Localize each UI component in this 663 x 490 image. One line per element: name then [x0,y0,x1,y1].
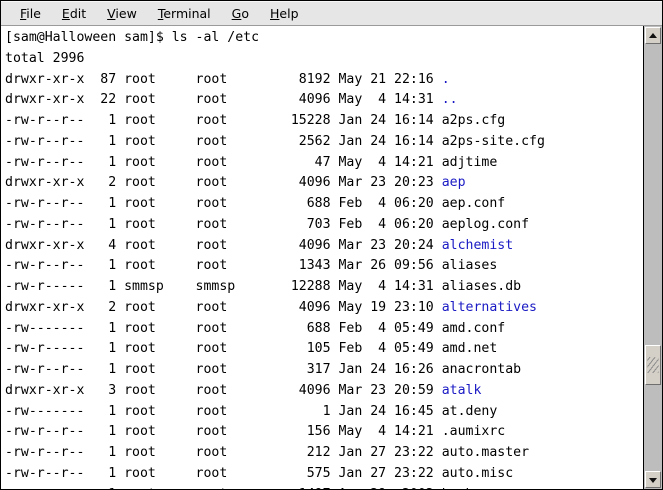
file-name: .. [441,92,458,108]
file-name: aep.conf [441,196,506,211]
menu-item-go[interactable]: Go [231,5,249,21]
file-row: -rw-r----- 1 smmsp smmsp 12288 May 4 14:… [5,279,522,294]
menu-item-view[interactable]: View [107,5,137,21]
file-name: amd.net [441,341,498,357]
file-row: drwxr-xr-x 22 root root 4096 May 4 14:31… [5,92,458,108]
file-row: -rw-r--r-- 1 root root 703 Feb 4 06:20 a… [5,216,530,232]
file-name: aliases [441,258,498,274]
file-name: aep [441,175,466,191]
terminal-screen[interactable]: [sam@Halloween sam]$ ls -al /etc total 29… [1,26,643,489]
file-row: -rw-r----- 1 root root 105 Feb 4 05:49 a… [5,341,498,357]
scrollbar-track[interactable] [645,45,661,470]
menu-mnemonic: H [270,5,280,21]
file-row: -rw-r--r-- 1 root root 575 Jan 27 23:22 … [5,465,514,481]
file-name: adjtime [441,154,498,170]
file-name: auto.master [441,445,530,460]
menu-bar: File Edit View Terminal Go Help [1,1,662,26]
total-line: total 2996 [5,50,85,66]
menu-mnemonic: V [107,5,116,21]
file-name: . [441,71,450,87]
terminal-scrollbar[interactable] [643,26,662,489]
file-row: drwxr-xr-x 2 root root 4096 Mar 23 20:23… [5,175,466,191]
file-row: -rw-r--r-- 1 root root 1497 Aug 29 2002 … [5,485,643,490]
file-name: .aumixrc [441,424,506,440]
menu-item-terminal[interactable]: Terminal [157,5,211,21]
scrollbar-thumb[interactable] [645,345,661,386]
menu-mnemonic: E [61,5,70,21]
file-row: drwxr-xr-x 4 root root 4096 Mar 23 20:24… [5,237,514,253]
file-row: -rw-r--r-- 1 root root 15228 Jan 24 16:1… [5,113,506,128]
file-name: bashrc [442,487,490,490]
file-row: drwxr-xr-x 2 root root 4096 May 19 23:10… [5,299,537,315]
file-row: -rw------- 1 root root 1 Jan 24 16:45 at… [5,403,498,419]
file-row: -rw-r--r-- 1 root root 47 May 4 14:21 ad… [5,154,498,170]
menu-mnemonic: G [231,5,242,21]
grip-lines-icon [647,357,659,374]
prompt-line: [sam@Halloween sam]$ ls -al /etc [5,30,260,45]
file-name: atalk [441,382,482,398]
file-name: aeplog.conf [441,216,530,232]
file-row: drwxr-xr-x 87 root root 8192 May 21 22:1… [5,71,450,87]
file-row: -rw-r--r-- 1 root root 317 Jan 24 16:26 … [5,362,522,377]
file-name: a2ps-site.cfg [441,133,545,149]
file-row: -rw-r--r-- 1 root root 1343 Mar 26 09:56… [5,258,498,274]
triangle-up-icon [649,32,657,38]
file-name: a2ps.cfg [441,113,506,128]
file-name: alternatives [441,299,537,315]
file-row: drwxr-xr-x 3 root root 4096 Mar 23 20:59… [5,382,482,398]
file-name: aliases.db [441,279,522,294]
file-row: -rw-r--r-- 1 root root 688 Feb 4 06:20 a… [5,196,506,211]
file-name: amd.conf [441,320,506,336]
file-name: at.deny [441,403,498,419]
file-row: -rw-r--r-- 1 root root 2562 Jan 24 16:14… [5,133,545,149]
menu-mnemonic: T [157,5,164,21]
menu-item-file[interactable]: File [20,5,41,21]
scroll-up-arrow-icon[interactable] [645,27,661,44]
file-row: -rw-r--r-- 1 root root 156 May 4 14:21 .… [5,424,506,440]
scroll-down-arrow-icon[interactable] [645,471,661,488]
menu-item-help[interactable]: Help [270,5,299,21]
file-name: auto.misc [441,465,514,481]
file-name: anacrontab [441,362,522,377]
triangle-down-icon [649,477,657,483]
menu-item-edit[interactable]: Edit [61,5,87,21]
menu-mnemonic: F [20,5,27,21]
file-row: -rw------- 1 root root 688 Feb 4 05:49 a… [5,320,506,336]
file-row: -rw-r--r-- 1 root root 212 Jan 27 23:22 … [5,445,530,460]
file-name: alchemist [441,237,514,253]
terminal-body: [sam@Halloween sam]$ ls -al /etc total 29… [1,26,662,489]
